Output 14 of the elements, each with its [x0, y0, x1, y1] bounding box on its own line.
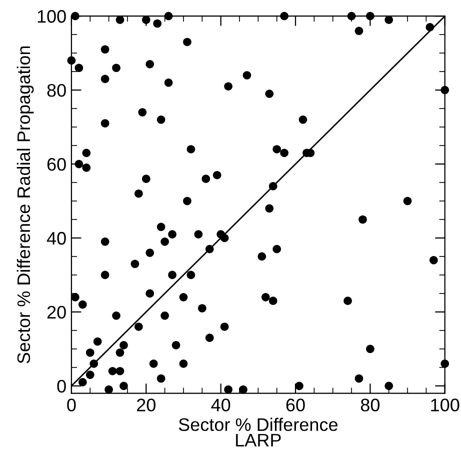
y-tick-label: 100	[38, 10, 66, 23]
y-tick-label: 20	[47, 306, 66, 319]
y-tick-label: 0	[57, 380, 66, 393]
x-tick-label: 60	[286, 398, 305, 412]
y-tick-label: 80	[47, 84, 66, 97]
x-tick-label: 0	[67, 398, 76, 412]
x-tick-label: 80	[360, 398, 380, 412]
x-tick-label: 100	[431, 398, 460, 412]
x-tick-label: 40	[211, 398, 230, 412]
x-tick-label: 20	[137, 398, 156, 412]
y-axis-title: Sector % Difference Radial Propagation	[16, 46, 34, 364]
x-axis-title: Sector % Difference LARP	[178, 418, 338, 446]
y-tick-label: 40	[46, 232, 66, 245]
y-tick-label: 60	[47, 158, 66, 171]
